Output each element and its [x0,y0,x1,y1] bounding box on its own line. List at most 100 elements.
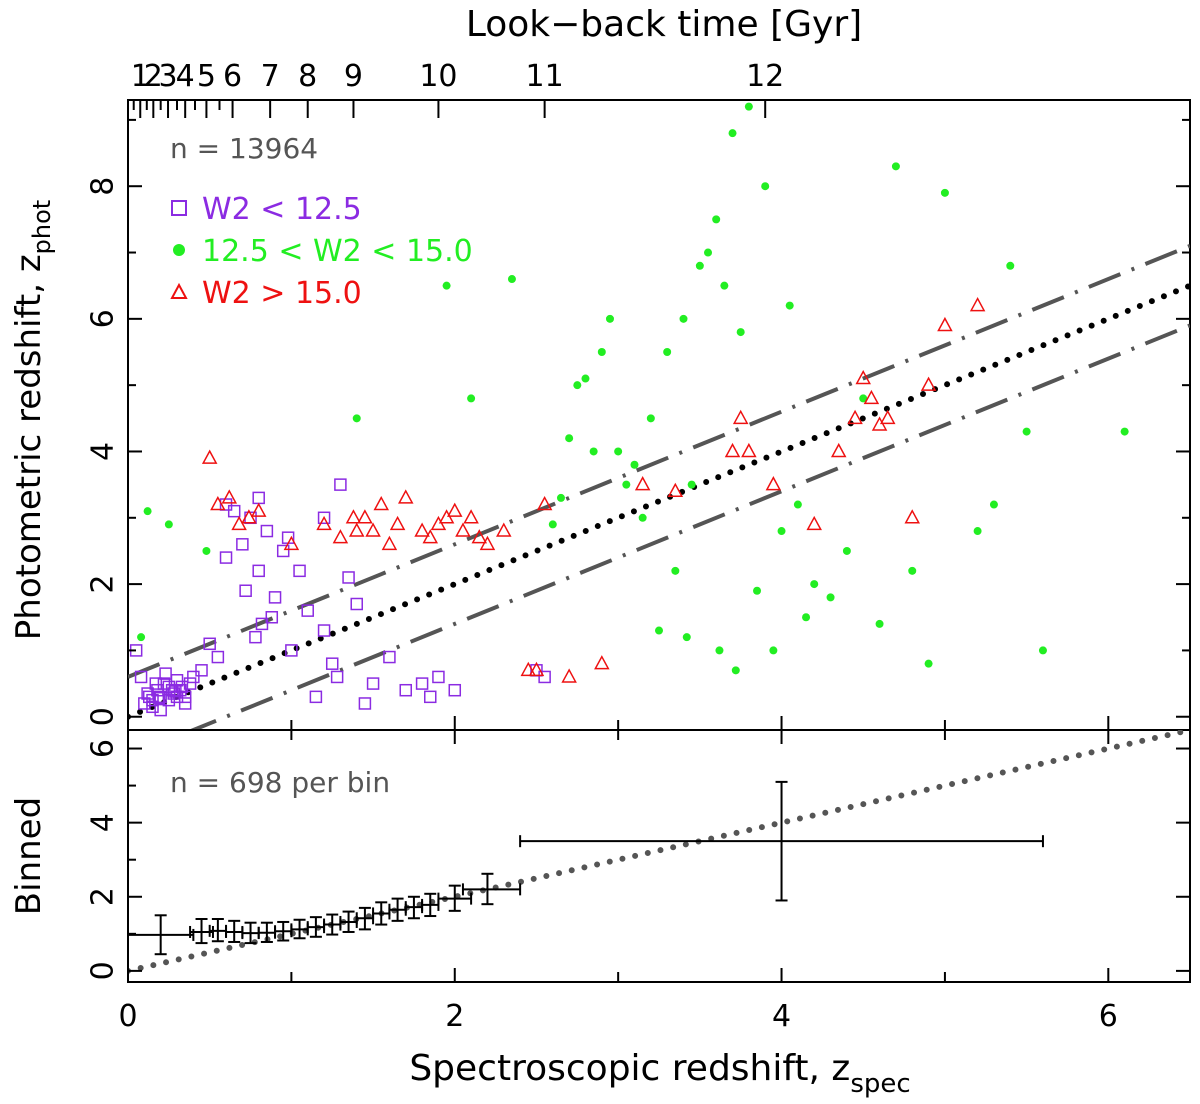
point-triangle [283,535,300,551]
top-tick-label: 12 [746,59,784,94]
point-square [366,677,380,690]
point-circle [695,261,704,270]
point-triangle [920,376,937,391]
point-circle [143,507,152,516]
point-triangle [904,509,921,524]
point-circle [842,546,851,555]
point-square [252,491,265,505]
top-tick-label: 8 [298,59,317,94]
point-triangle [879,409,896,425]
point-square [162,693,176,707]
point-triangle [316,515,332,531]
main-x-axis-ticks [127,716,1110,730]
point-triangle [345,509,362,524]
point-circle [614,447,623,456]
point-triangle [724,442,741,458]
point-circle [663,348,672,356]
point-square [358,697,372,710]
point-circle [467,394,476,403]
point-circle [646,414,655,423]
top-tick-label: 6 [223,59,242,94]
point-circle [352,414,361,423]
point-square [415,677,429,690]
point-square [154,703,167,717]
point-square [350,597,363,611]
point-triangle [250,502,267,517]
point-triangle [373,495,390,511]
point-triangle [422,529,439,544]
x-axis-label: Spectroscopic redshift, zspec [409,1048,910,1099]
x-tick-label: 2 [445,999,464,1034]
line-lower-bound [188,323,1190,730]
point-triangle [847,409,863,425]
main-y-axis-label-subscript: phot [28,200,56,255]
top-tick-label: 10 [419,59,457,94]
point-circle [589,447,598,456]
point-square [249,630,262,644]
top-tick-label: 11 [526,59,564,94]
point-square [134,670,148,684]
point-circle [507,275,516,284]
point-circle [712,215,721,224]
point-circle [137,633,146,642]
point-triangle [536,495,553,511]
binned-y-axis-ticks: 0 2 4 6 [86,739,1190,980]
point-triangle [732,409,749,425]
point-circle [605,314,614,323]
main-y-axis-label: Photometric redshift, zphot [9,200,56,640]
point-triangle [561,668,577,683]
scatter-points [129,102,1129,717]
point-triangle [463,509,479,524]
point-square [285,644,298,657]
top-tick-label: 4 [176,59,195,94]
binned-errorbars [127,780,1044,956]
point-square [169,685,182,698]
point-square [146,700,159,714]
point-square [252,564,265,578]
point-circle [875,619,884,628]
legend-label-bright: W2 < 12.5 [202,192,362,227]
point-square [276,544,290,558]
top-tick-label: 7 [261,59,280,94]
x-tick-label: 4 [772,999,791,1034]
point-triangle [863,389,880,405]
legend: W2 < 12.5 12.5 < W2 < 15.0 W2 > 15.0 [170,192,473,311]
point-triangle [221,489,238,504]
point-square [165,683,179,697]
point-circle [1022,427,1031,436]
point-triangle [479,535,496,551]
point-triangle [520,661,537,677]
binned-point [257,921,277,943]
point-circle [1006,261,1015,270]
binned-point [372,901,391,926]
line-one-to-one [128,282,1190,720]
point-triangle [830,442,847,458]
point-circle [973,527,982,536]
point-circle [753,586,762,595]
point-triangle [969,297,986,312]
point-circle [736,328,745,337]
point-square [178,697,192,710]
point-square [159,667,172,680]
binned-y-tick-label: 4 [86,813,121,832]
point-circle [891,162,900,171]
point-triangle [471,529,488,544]
point-triangle [765,476,782,491]
point-triangle [594,655,610,670]
point-circle [810,580,819,589]
legend-label-mid: 12.5 < W2 < 15.0 [202,234,473,269]
point-square [236,538,249,551]
point-circle [548,520,557,529]
point-square [187,670,200,684]
point-circle [940,188,949,197]
binned-y-tick-label: 0 [86,961,121,980]
point-triangle [634,476,651,491]
point-circle [630,460,639,469]
y-tick-label: 8 [86,177,121,196]
point-circle [802,613,811,622]
point-circle [581,374,590,383]
main-count-annotation: n = 13964 [170,132,318,165]
point-circle [826,593,835,602]
